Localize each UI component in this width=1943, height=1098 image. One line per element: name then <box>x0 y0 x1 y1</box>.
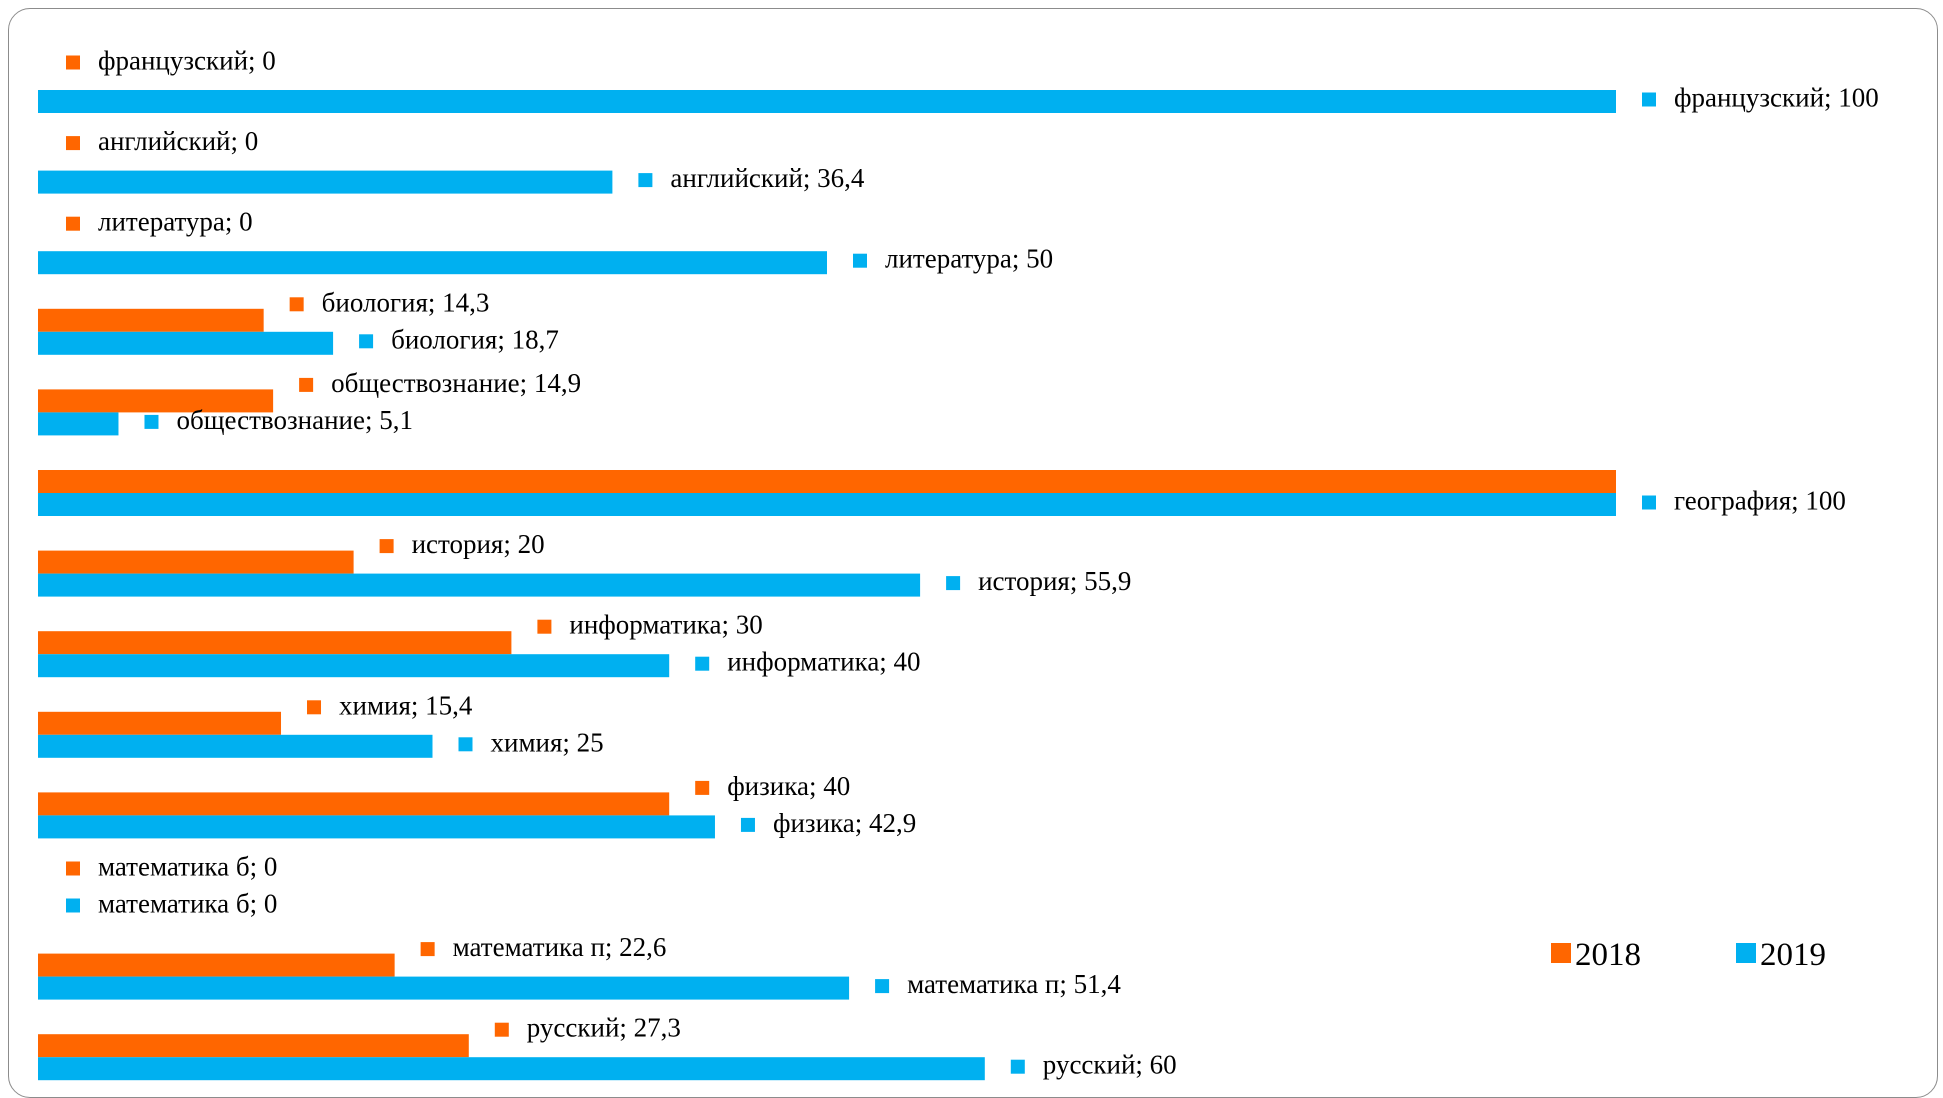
marker-математика-п-2018 <box>420 942 435 957</box>
data-label-физика-2018: физика; 40 <box>727 771 850 801</box>
marker-английский-2018 <box>66 136 80 151</box>
data-label-география-2019: география; 100 <box>1674 486 1846 516</box>
bar-химия-2018 <box>38 711 282 735</box>
bar-литература-2019 <box>38 251 827 275</box>
bar-математика-п-2018 <box>38 953 395 977</box>
marker-математика-п-2019 <box>875 979 890 994</box>
data-label-математика-п-2018: математика п; 22,6 <box>453 932 667 962</box>
bar-французский-2019 <box>38 90 1616 113</box>
data-label-биология-2019: биология; 18,7 <box>391 324 559 354</box>
data-label-русский-2018: русский; 27,3 <box>527 1013 681 1043</box>
bar-русский-2019 <box>38 1057 985 1081</box>
marker-английский-2019 <box>638 173 653 188</box>
marker-обществознание-2018 <box>299 377 314 392</box>
marker-литература-2018 <box>66 216 80 231</box>
data-label-история-2019: история; 55,9 <box>978 566 1131 596</box>
data-label-химия-2019: химия; 25 <box>491 727 604 757</box>
data-label-литература-2018: литература; 0 <box>98 207 253 237</box>
data-label-обществознание-2018: обществознание; 14,9 <box>331 368 581 398</box>
marker-биология-2019 <box>359 334 374 349</box>
legend-marker-2018 <box>1551 943 1571 963</box>
marker-химия-2019 <box>458 737 473 752</box>
legend-marker-2019 <box>1736 943 1756 963</box>
data-label-английский-2018: английский; 0 <box>98 126 258 156</box>
data-label-математика-б-2019: математика б; 0 <box>98 889 277 919</box>
marker-биология-2018 <box>289 297 304 312</box>
bar-физика-2019 <box>38 815 715 839</box>
bar-обществознание-2019 <box>38 412 119 436</box>
marker-русский-2018 <box>494 1022 509 1037</box>
bar-английский-2019 <box>38 170 613 194</box>
marker-география-2019 <box>1642 495 1656 510</box>
data-label-английский-2019: английский; 36,4 <box>670 163 865 193</box>
bar-география-2019 <box>38 493 1616 516</box>
marker-физика-2019 <box>740 817 755 832</box>
data-label-русский-2019: русский; 60 <box>1043 1050 1177 1080</box>
marker-химия-2018 <box>307 700 322 715</box>
bar-математика-п-2019 <box>38 976 850 1000</box>
legend-label-2019: 2019 <box>1760 937 1826 973</box>
marker-физика-2018 <box>695 780 710 795</box>
legend-label-2018: 2018 <box>1575 937 1641 973</box>
bar-русский-2018 <box>38 1034 469 1058</box>
data-label-литература-2019: литература; 50 <box>885 244 1053 274</box>
data-label-математика-п-2019: математика п; 51,4 <box>907 969 1121 999</box>
bar-биология-2018 <box>38 308 264 332</box>
bar-информатика-2019 <box>38 654 670 678</box>
bar-история-2018 <box>38 550 354 574</box>
marker-математика-б-2019 <box>66 898 80 913</box>
marker-информатика-2018 <box>537 619 552 634</box>
data-label-история-2018: история; 20 <box>412 529 545 559</box>
marker-русский-2019 <box>1010 1059 1025 1074</box>
marker-история-2019 <box>946 576 961 591</box>
bar-химия-2019 <box>38 734 433 758</box>
data-label-биология-2018: биология; 14,3 <box>322 287 490 317</box>
marker-история-2018 <box>379 539 394 554</box>
marker-информатика-2019 <box>695 656 710 671</box>
bar-география-2018 <box>38 470 1616 493</box>
bar-история-2019 <box>38 573 921 597</box>
marker-литература-2019 <box>853 253 867 268</box>
marker-математика-б-2018 <box>66 861 80 876</box>
data-label-химия-2018: химия; 15,4 <box>339 690 473 720</box>
bar-физика-2018 <box>38 792 670 816</box>
bar-информатика-2018 <box>38 631 512 655</box>
data-label-информатика-2019: информатика; 40 <box>727 647 920 677</box>
data-label-физика-2019: физика; 42,9 <box>773 808 916 838</box>
data-label-математика-б-2018: математика б; 0 <box>98 852 277 882</box>
marker-французский-2018 <box>66 55 80 70</box>
marker-обществознание-2019 <box>144 414 159 429</box>
bar-обществознание-2018 <box>38 389 274 413</box>
bar-биология-2019 <box>38 331 334 355</box>
data-label-обществознание-2019: обществознание; 5,1 <box>176 405 413 435</box>
data-label-французский-2019: французский; 100 <box>1674 83 1879 113</box>
data-label-информатика-2018: информатика; 30 <box>569 610 762 640</box>
data-label-французский-2018: французский; 0 <box>98 46 276 76</box>
marker-французский-2019 <box>1642 92 1656 107</box>
